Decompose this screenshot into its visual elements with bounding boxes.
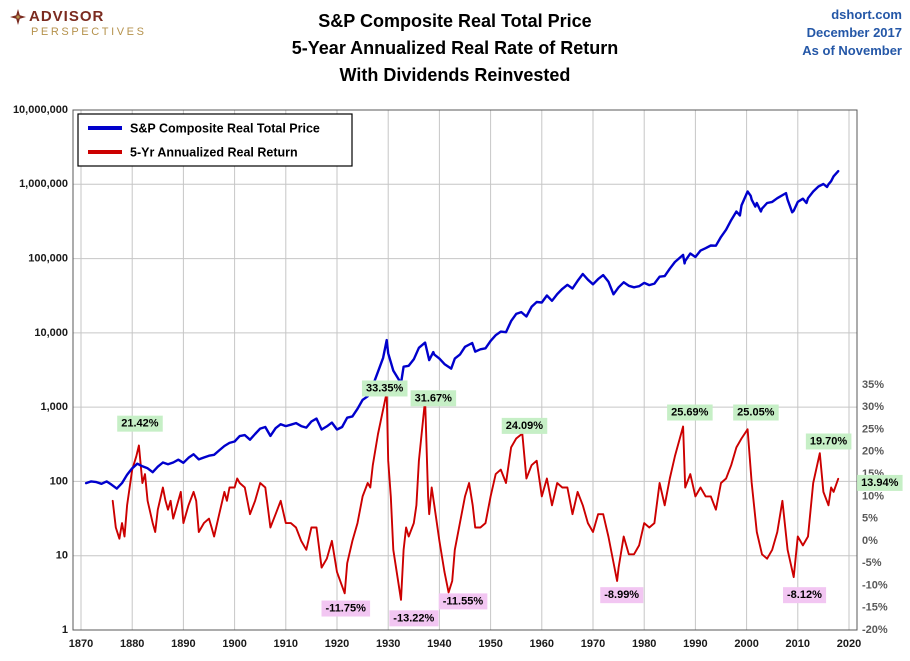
- x-tick-label: 2010: [786, 638, 810, 650]
- source-info: dshort.com December 2017 As of November: [802, 6, 902, 60]
- x-tick-label: 1870: [69, 638, 93, 650]
- annotation-background: [389, 610, 439, 627]
- annotation-label: 24.09%: [506, 420, 544, 432]
- annotation-label: 19.70%: [810, 435, 848, 447]
- annotation-background: [600, 587, 644, 604]
- plot-border: [72, 109, 858, 631]
- annotation-label: -13.22%: [393, 612, 434, 624]
- x-tick-label: 1960: [530, 638, 554, 650]
- x-tick-label: 1920: [325, 638, 349, 650]
- sp-price-line: [84, 169, 840, 490]
- annotation-background: [667, 404, 713, 421]
- y-left-tick-label: 10,000: [34, 327, 68, 339]
- y-right-tick-label: 0%: [862, 535, 878, 547]
- annotation-label: -8.12%: [787, 589, 822, 601]
- annotation-label: -8.99%: [604, 589, 639, 601]
- advisor-perspectives-logo: ADVISOR PERSPECTIVES: [10, 8, 147, 39]
- annotation-label: 25.69%: [671, 407, 709, 419]
- annotation-background: [361, 380, 408, 397]
- x-tick-label: 1880: [120, 638, 144, 650]
- y-left-tick-label: 10,000,000: [13, 104, 68, 116]
- annotation-background: [501, 417, 548, 434]
- annotation-label: 25.05%: [737, 407, 775, 419]
- source-date: December 2017: [806, 25, 902, 40]
- x-tick-label: 1970: [581, 638, 605, 650]
- source-site: dshort.com: [831, 7, 902, 22]
- annualized-return-line: [111, 391, 840, 601]
- y-left-tick-label: 100: [50, 475, 68, 487]
- logo-advisor-text: ADVISOR: [29, 8, 105, 25]
- annotation-label: 21.42%: [121, 418, 159, 430]
- annotation-label: 13.94%: [861, 477, 899, 489]
- y-right-tick-label: 5%: [862, 513, 878, 525]
- y-right-tick-label: 25%: [862, 423, 884, 435]
- annotation-background: [438, 593, 488, 610]
- annotation-background: [805, 433, 852, 450]
- source-asof: As of November: [802, 43, 902, 58]
- annotation-background: [857, 474, 903, 491]
- y-right-tick-label: -15%: [862, 602, 888, 614]
- x-tick-label: 1980: [632, 638, 656, 650]
- compass-rose-icon: [10, 8, 26, 25]
- y-right-tick-label: -20%: [862, 624, 888, 636]
- annotation-background: [117, 415, 163, 432]
- annotation-label: 31.67%: [415, 392, 453, 404]
- annotation-background: [733, 404, 779, 421]
- logo-perspectives-text: PERSPECTIVES: [31, 26, 147, 39]
- legend-box: [77, 113, 353, 167]
- y-right-tick-label: 10%: [862, 490, 884, 502]
- plot-area: [73, 110, 857, 630]
- x-tick-label: 2020: [837, 638, 861, 650]
- legend-label: 5-Yr Annualized Real Return: [130, 145, 298, 159]
- y-right-tick-label: -5%: [862, 557, 882, 569]
- x-tick-label: 1990: [683, 638, 707, 650]
- y-left-tick-label: 100,000: [28, 252, 68, 264]
- annotation-label: -11.55%: [443, 595, 484, 607]
- y-right-tick-label: -10%: [862, 579, 888, 591]
- y-left-tick-label: 1: [62, 624, 68, 636]
- x-tick-label: 1930: [376, 638, 400, 650]
- y-right-tick-label: 35%: [862, 379, 884, 391]
- annotation-label: 33.35%: [366, 382, 404, 394]
- y-left-tick-label: 1,000: [40, 401, 68, 413]
- x-tick-label: 1940: [427, 638, 451, 650]
- x-tick-label: 1910: [274, 638, 298, 650]
- legend-label: S&P Composite Real Total Price: [130, 121, 320, 135]
- x-tick-label: 1950: [478, 638, 502, 650]
- y-right-tick-label: 20%: [862, 446, 884, 458]
- y-left-tick-label: 1,000,000: [19, 178, 68, 190]
- x-tick-label: 2000: [734, 638, 758, 650]
- annotation-background: [321, 600, 371, 617]
- annotation-background: [783, 587, 827, 604]
- annotation-background: [410, 390, 457, 407]
- annotation-label: -11.75%: [326, 603, 367, 615]
- x-tick-label: 1900: [222, 638, 246, 650]
- y-right-tick-label: 30%: [862, 401, 884, 413]
- y-left-tick-label: 10: [56, 550, 68, 562]
- x-tick-label: 1890: [171, 638, 195, 650]
